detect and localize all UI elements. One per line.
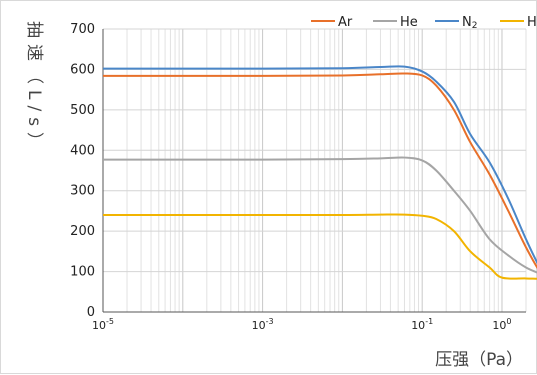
y-tick-label: 700	[70, 22, 95, 37]
legend-item-n2: N2	[435, 15, 477, 31]
x-tick-label: 10-1	[411, 317, 433, 332]
y-tick-label: 600	[70, 62, 95, 77]
y-axis-label: 抽速（L/s）	[24, 21, 44, 155]
series-line-h2	[103, 213, 537, 280]
legend-label: He	[400, 15, 418, 30]
x-axis-label: 压强（Pa）	[435, 350, 523, 370]
y-tick-label: 500	[70, 103, 95, 118]
x-tick-label: 100	[492, 317, 511, 332]
y-tick-label: 100	[70, 265, 95, 280]
legend-label: N2	[462, 15, 477, 31]
grid	[102, 28, 527, 313]
legend-item-ar: Ar	[311, 15, 353, 30]
x-tick-label: 10-5	[92, 317, 114, 332]
series-lines	[103, 65, 537, 280]
legend-label: Ar	[338, 15, 353, 30]
y-tick-label: 0	[87, 305, 95, 320]
axes	[102, 29, 526, 313]
legend-label: H2	[527, 15, 537, 31]
series-line-n2	[103, 65, 537, 265]
series-line-he	[103, 156, 537, 274]
legend: Ar He N2 H2	[311, 15, 537, 31]
y-tick-label: 400	[70, 143, 95, 158]
y-tick-label: 300	[70, 184, 95, 199]
y-tick-label: 200	[70, 224, 95, 239]
legend-item-he: He	[373, 15, 418, 30]
series-line-ar	[103, 72, 537, 270]
tick-labels: 0 100 200 300 400 500 600 700 10-5 10-3 10-1 100	[70, 22, 511, 332]
x-tick-label: 10-3	[252, 317, 274, 332]
